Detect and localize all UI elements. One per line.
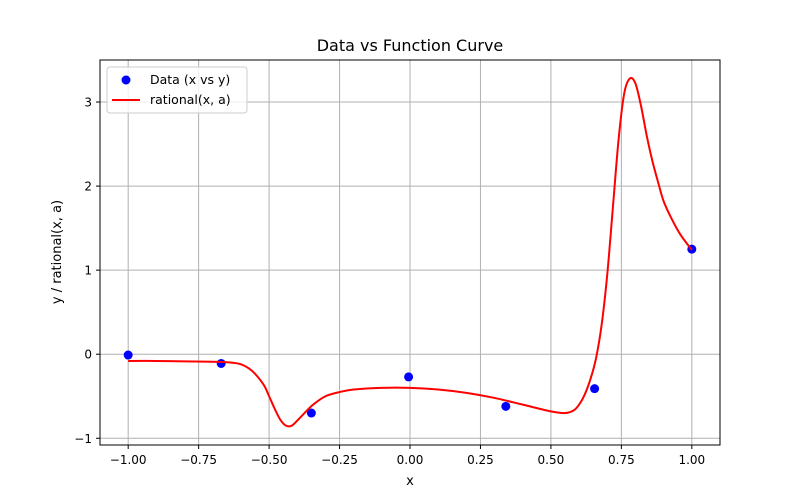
y-axis-label: y / rational(x, a) xyxy=(50,200,65,304)
data-point xyxy=(501,401,511,411)
y-tick-label: 0 xyxy=(84,348,92,362)
x-tick-label: −0.75 xyxy=(180,453,217,467)
data-point xyxy=(216,358,226,368)
legend-label-line: rational(x, a) xyxy=(150,92,231,107)
x-tick-label: −0.25 xyxy=(321,453,358,467)
data-point xyxy=(590,384,600,394)
x-tick-label: 1.00 xyxy=(678,453,705,467)
data-point xyxy=(404,372,414,382)
legend-label-scatter: Data (x vs y) xyxy=(150,72,230,87)
x-tick-label: 0.25 xyxy=(467,453,494,467)
x-tick-label: 0.75 xyxy=(608,453,635,467)
data-point xyxy=(306,408,316,418)
y-tick-label: −1 xyxy=(74,432,92,446)
ticks: −1.00 −0.75 −0.50 −0.25 0.00 0.25 0.50 0.75 1.00… xyxy=(74,96,705,467)
y-tick-label: 1 xyxy=(84,264,92,278)
x-tick-label: 0.50 xyxy=(538,453,565,467)
y-tick-label: 2 xyxy=(84,180,92,194)
y-tick-label: 3 xyxy=(84,96,92,110)
x-axis-label: x xyxy=(406,474,414,489)
data-point xyxy=(123,350,133,360)
x-tick-label: 0.00 xyxy=(397,453,424,467)
grid xyxy=(100,60,720,445)
legend: Data (x vs y) rational(x, a) xyxy=(106,66,248,114)
plot-data xyxy=(123,76,697,428)
legend-marker-scatter xyxy=(121,75,131,85)
x-tick-label: −0.50 xyxy=(251,453,288,467)
function-curve xyxy=(128,76,693,428)
x-tick-label: −1.00 xyxy=(110,453,147,467)
legend-box xyxy=(106,66,248,114)
chart-title: Data vs Function Curve xyxy=(317,36,504,55)
